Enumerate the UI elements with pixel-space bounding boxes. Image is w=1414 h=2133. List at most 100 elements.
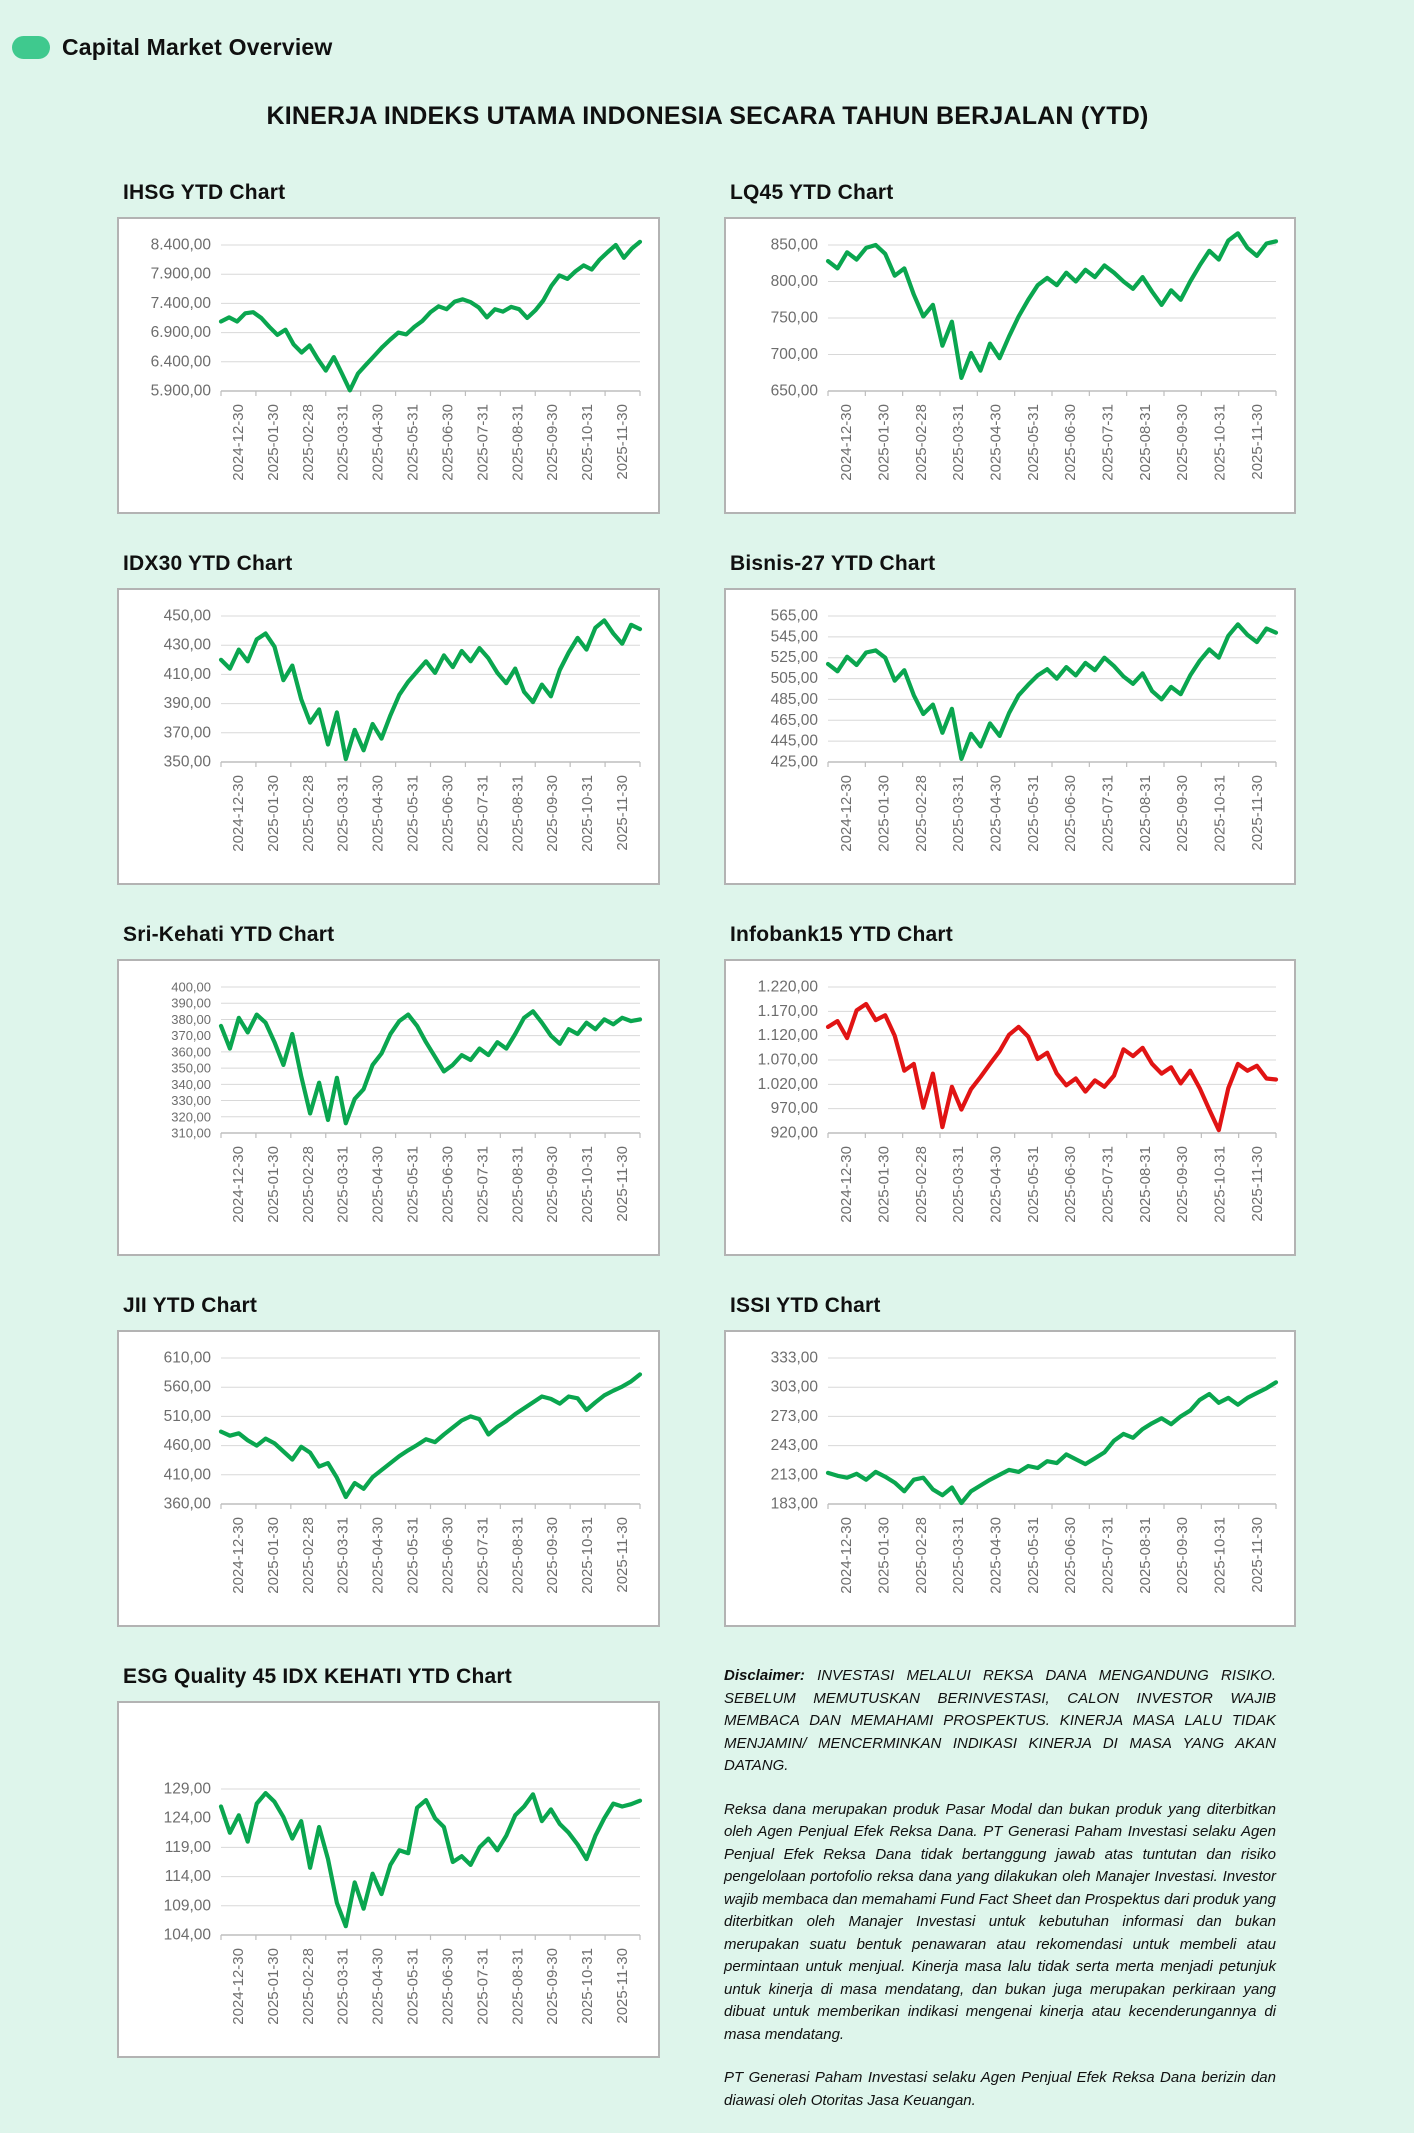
x-tick-label: 2025-11-30	[1249, 1146, 1266, 1222]
y-tick-label: 970,00	[771, 1100, 819, 1117]
x-tick-label: 2025-10-31	[579, 1146, 596, 1223]
chart-card-lq45: 850,00 800,00 750,00 700,00 650,00 2024-12-30…	[724, 217, 1296, 514]
chart-title-issi: ISSI YTD Chart	[730, 1294, 881, 1317]
y-tick-label: 400,00	[171, 980, 211, 995]
x-tick-label: 2025-02-28	[300, 1146, 317, 1223]
chart-block-jii: JII YTD Chart 610,00 560,00 510,00 460,00 410…	[117, 1294, 660, 1627]
bisnis27-series-line	[825, 622, 1279, 761]
x-tick-label: 2025-05-31	[1025, 1517, 1042, 1594]
chart-title-ihsg: IHSG YTD Chart	[123, 181, 286, 204]
chart-block-idx30: IDX30 YTD Chart 450,00 430,00 410,00 390,00 3…	[117, 552, 660, 885]
x-tick-label: 2025-06-30	[1062, 404, 1079, 481]
x-tick-label: 2025-01-30	[876, 1517, 893, 1594]
x-tick-label: 2025-05-31	[1025, 1146, 1042, 1223]
y-tick-label: 465,00	[771, 712, 819, 729]
jii-series-line	[218, 1372, 643, 1500]
x-tick-label: 2025-02-28	[913, 1517, 930, 1594]
y-tick-label: 340,00	[171, 1077, 211, 1092]
x-tick-label: 2025-11-30	[614, 1146, 631, 1222]
y-tick-label: 410,00	[164, 666, 212, 683]
x-tick-label: 2025-06-30	[439, 1146, 456, 1223]
y-tick-label: 350,00	[164, 754, 212, 771]
y-tick-label: 390,00	[171, 996, 211, 1011]
x-tick-label: 2025-03-31	[950, 775, 967, 852]
chart-card-srikehati: 400,00 390,00 380,00 370,00 360,00 350,00 340,…	[117, 959, 660, 1256]
x-tick-label: 2025-09-30	[544, 1517, 561, 1594]
charts-grid: IHSG YTD Chart 8.400,00 7.900,00 7.400,00 6.…	[117, 181, 1298, 2133]
x-tick-label: 2025-07-31	[474, 775, 491, 852]
x-tick-label: 2025-09-30	[1174, 404, 1191, 481]
x-tick-label: 2025-05-31	[405, 775, 422, 852]
x-tick-label: 2024-12-30	[230, 404, 247, 481]
x-tick-label: 2025-03-31	[950, 1146, 967, 1223]
x-tick-label: 2025-11-30	[614, 1948, 631, 2024]
x-tick-label: 2025-10-31	[579, 775, 596, 852]
x-tick-label: 2025-04-30	[370, 1948, 387, 2025]
y-tick-label: 525,00	[771, 649, 819, 666]
chart-card-idx30: 450,00 430,00 410,00 390,00 370,00 350,00 2024…	[117, 588, 660, 885]
x-tick-label: 2025-07-31	[474, 1517, 491, 1594]
x-tick-label: 2025-04-30	[988, 1517, 1005, 1594]
x-tick-label: 2024-12-30	[838, 1146, 855, 1223]
x-tick-label: 2025-09-30	[1174, 1517, 1191, 1594]
y-tick-label: 7.900,00	[151, 266, 212, 283]
y-tick-label: 114,00	[165, 1868, 212, 1885]
x-tick-label: 2025-02-28	[913, 1146, 930, 1223]
x-tick-label: 2025-11-30	[1249, 775, 1266, 851]
x-tick-label: 2025-10-31	[1212, 404, 1229, 481]
y-tick-label: 119,00	[165, 1839, 212, 1856]
x-tick-label: 2024-12-30	[838, 1517, 855, 1594]
x-tick-label: 2025-05-31	[405, 1517, 422, 1594]
chart-card-infobank15: 1.220,00 1.170,00 1.120,00 1.070,00 1.020,00…	[724, 959, 1296, 1256]
x-tick-label: 2025-11-30	[1249, 1517, 1266, 1593]
x-tick-label: 2025-11-30	[614, 1517, 631, 1593]
brand-pill-icon	[12, 36, 50, 59]
y-tick-label: 320,00	[171, 1109, 211, 1124]
srikehati-series-line	[218, 1009, 643, 1126]
x-tick-label: 2025-03-31	[335, 1146, 352, 1223]
x-tick-label: 2024-12-30	[230, 1146, 247, 1223]
x-tick-label: 2025-09-30	[544, 775, 561, 852]
x-tick-label: 2025-08-31	[1137, 1517, 1154, 1594]
y-tick-label: 303,00	[771, 1379, 819, 1396]
x-tick-label: 2025-03-31	[950, 1517, 967, 1594]
chart-issi: 333,00 303,00 273,00 243,00 213,00 183,00 2024…	[771, 1350, 1279, 1594]
y-tick-label: 6.900,00	[151, 324, 212, 341]
x-tick-label: 2025-05-31	[405, 1948, 422, 2025]
y-tick-label: 7.400,00	[151, 295, 212, 312]
y-tick-label: 610,00	[164, 1350, 212, 1367]
y-tick-label: 360,00	[164, 1496, 212, 1513]
x-tick-label: 2025-02-28	[913, 404, 930, 481]
chart-title-srikehati: Sri-Kehati YTD Chart	[123, 923, 335, 946]
y-tick-label: 700,00	[771, 346, 819, 363]
y-tick-label: 560,00	[164, 1379, 212, 1396]
chart-card-issi: 333,00 303,00 273,00 243,00 213,00 183,00 2024…	[724, 1330, 1296, 1627]
x-tick-label: 2025-04-30	[370, 404, 387, 481]
x-tick-label: 2025-02-28	[913, 775, 930, 852]
x-tick-label: 2025-05-31	[405, 1146, 422, 1223]
y-tick-label: 450,00	[164, 608, 212, 625]
x-tick-label: 2024-12-30	[230, 775, 247, 852]
x-tick-label: 2025-06-30	[1062, 1517, 1079, 1594]
x-tick-label: 2025-09-30	[544, 1948, 561, 2025]
x-tick-label: 2025-07-31	[1100, 775, 1117, 852]
y-tick-label: 1.170,00	[758, 1003, 819, 1020]
y-tick-label: 350,00	[171, 1061, 211, 1076]
y-tick-label: 124,00	[164, 1810, 212, 1827]
chart-block-ihsg: IHSG YTD Chart 8.400,00 7.900,00 7.400,00 6.…	[117, 181, 660, 514]
chart-idx30: 450,00 430,00 410,00 390,00 370,00 350,00 2024…	[164, 608, 643, 852]
y-tick-label: 545,00	[771, 628, 819, 645]
x-tick-label: 2025-09-30	[544, 404, 561, 481]
x-tick-label: 2025-10-31	[579, 404, 596, 481]
disclaimer-label: Disclaimer:	[724, 1667, 805, 1684]
x-tick-label: 2025-07-31	[1100, 1517, 1117, 1594]
y-tick-label: 370,00	[171, 1028, 211, 1043]
x-tick-label: 2025-07-31	[1100, 1146, 1117, 1223]
x-tick-label: 2025-04-30	[370, 1517, 387, 1594]
x-tick-label: 2025-07-31	[474, 1948, 491, 2025]
x-tick-label: 2025-01-30	[265, 1948, 282, 2025]
y-tick-label: 360,00	[171, 1044, 211, 1059]
x-tick-label: 2025-02-28	[300, 404, 317, 481]
charts-column-right: LQ45 YTD Chart 850,00 800,00 750,00 700,00 65…	[724, 181, 1296, 2133]
y-tick-label: 390,00	[164, 695, 212, 712]
